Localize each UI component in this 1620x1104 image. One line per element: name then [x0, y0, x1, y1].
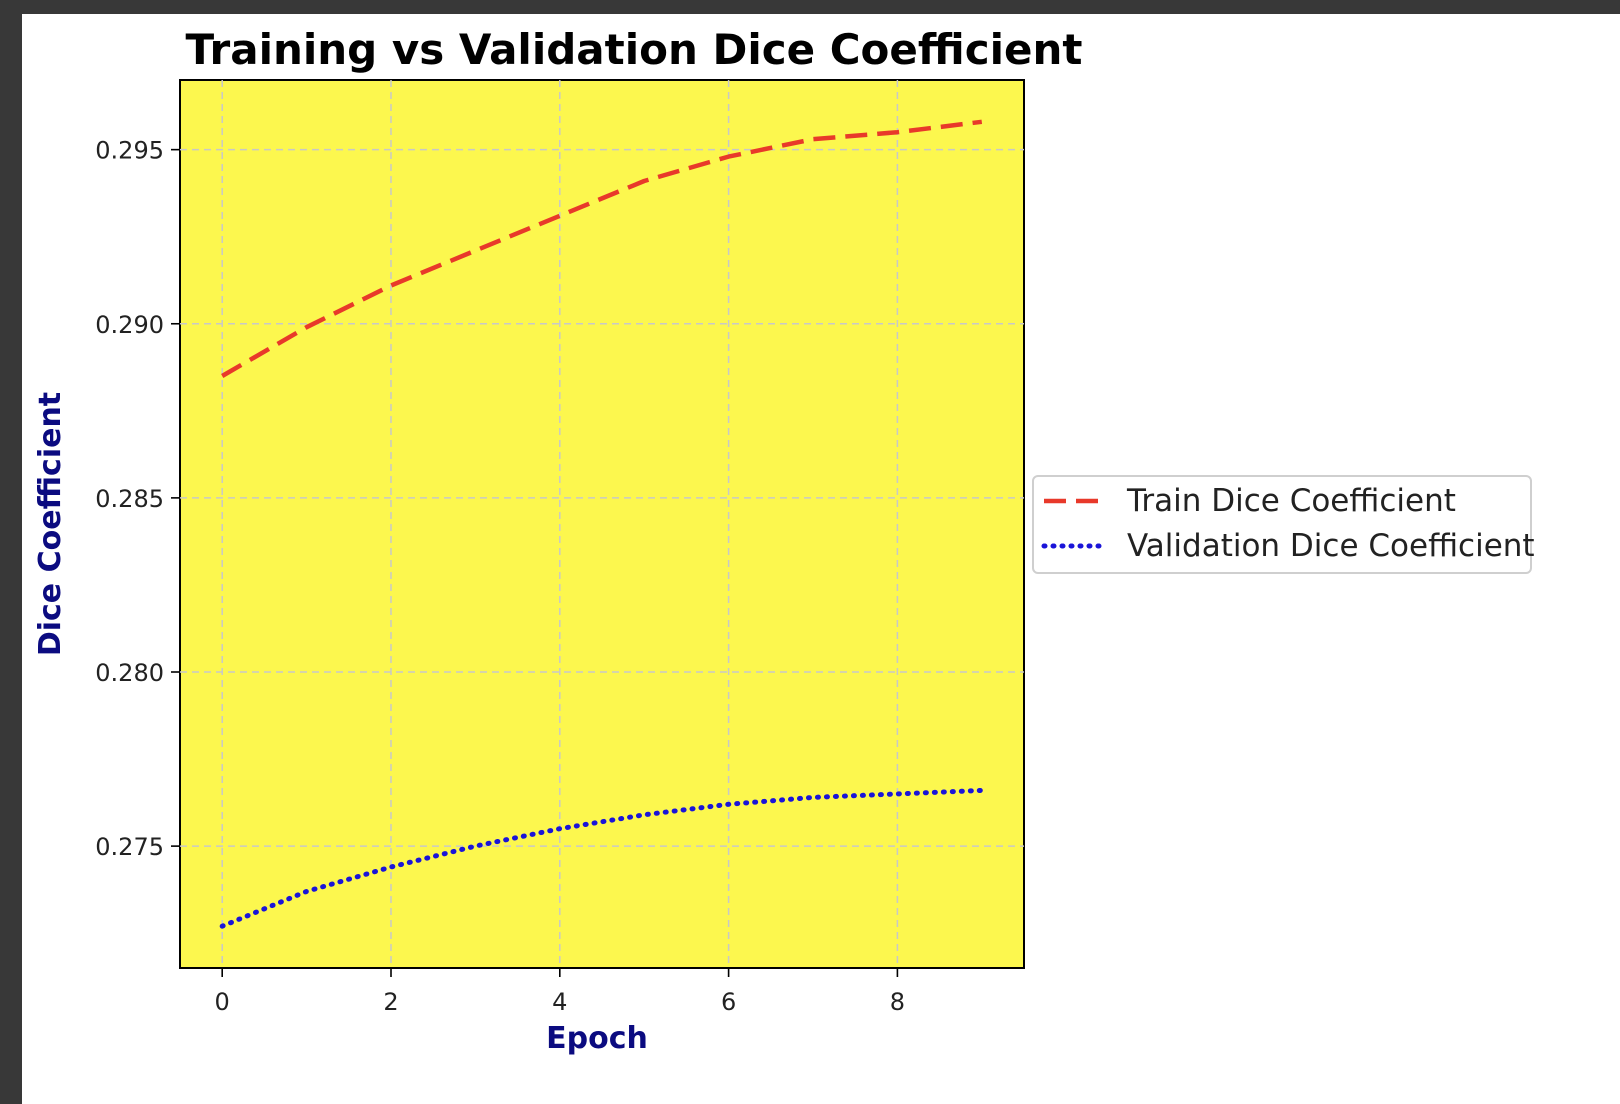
y-tick-label: 0.280	[95, 659, 164, 687]
legend-train-label: Train Dice Coefficient	[1126, 483, 1456, 519]
x-tick-label: 8	[890, 988, 905, 1016]
x-tick-label: 0	[215, 988, 230, 1016]
y-tick-label: 0.275	[95, 833, 164, 861]
legend-validation-label: Validation Dice Coefficient	[1127, 528, 1535, 564]
legend: Train Dice Coefficient Validation Dice C…	[1032, 475, 1535, 574]
y-tick-label: 0.295	[95, 137, 164, 165]
x-axis-label: Epoch	[546, 1021, 648, 1056]
line-chart: Training vs Validation Dice Coefficient …	[33, 25, 1535, 1056]
figure: Training vs Validation Dice Coefficient …	[22, 14, 1620, 1104]
chart-title: Training vs Validation Dice Coefficient	[186, 25, 1083, 74]
grid	[180, 80, 1024, 968]
series-line-0	[221, 119, 983, 378]
x-tick-label: 6	[721, 988, 736, 1016]
y-axis-label: Dice Coefficient	[33, 392, 68, 656]
x-tick-label: 2	[383, 988, 398, 1016]
x-tick-label: 4	[552, 988, 567, 1016]
series-line-1	[219, 787, 985, 929]
ticks: 0.275 0.280 0.285 0.290 0.295 0 2 4 6 8	[95, 137, 905, 1016]
legend-box	[1032, 475, 1532, 574]
y-tick-label: 0.290	[95, 311, 164, 339]
y-tick-label: 0.285	[95, 485, 164, 513]
series-layer	[219, 119, 985, 929]
